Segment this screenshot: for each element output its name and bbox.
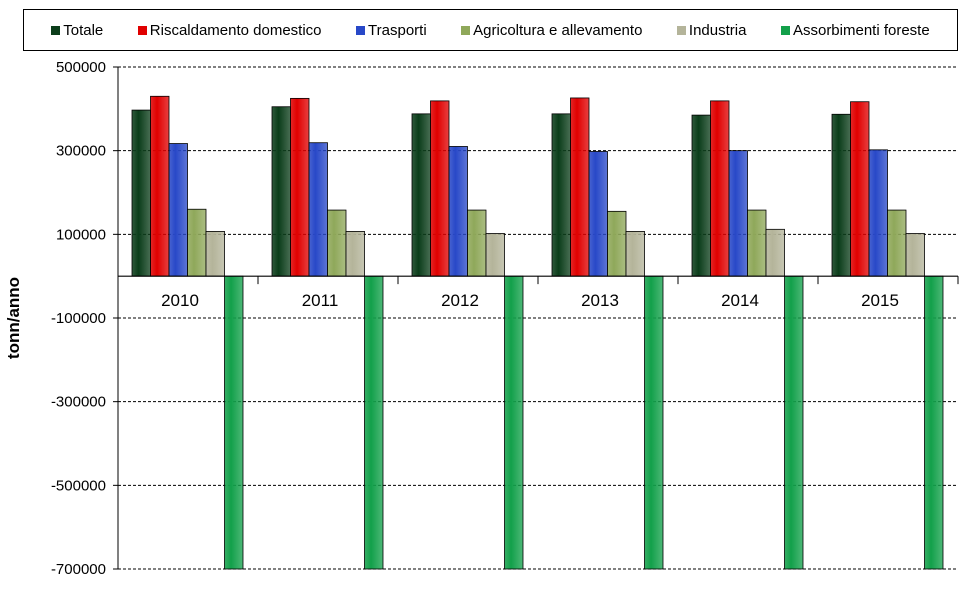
bar [850, 101, 870, 277]
bar [168, 143, 188, 277]
legend-label: Assorbimenti foreste [792, 21, 930, 39]
bar [327, 209, 347, 277]
legend-label: Totale [63, 21, 104, 39]
bar [570, 97, 590, 277]
bar [644, 275, 664, 570]
bar [784, 275, 804, 570]
y-tick-label: -300000 [51, 394, 106, 411]
bar [187, 208, 207, 277]
x-tick-label: 2013 [581, 291, 619, 310]
legend-label: Industria [688, 21, 747, 39]
x-tick-label: 2012 [441, 291, 479, 310]
y-tick-label: 300000 [56, 143, 106, 160]
bar [224, 275, 244, 570]
legend-swatch [676, 25, 686, 35]
bar [691, 114, 711, 277]
bar [504, 275, 524, 570]
y-tick-label: 100000 [56, 226, 106, 243]
legend-swatch [51, 25, 61, 35]
bar [485, 233, 505, 277]
bar [765, 228, 785, 277]
legend-item-riscaldamento: Riscaldamento domestico [137, 21, 322, 39]
bar [290, 97, 310, 277]
bar [430, 100, 450, 277]
legend-swatch [356, 25, 366, 35]
x-tick-label: 2015 [861, 291, 899, 310]
bar [905, 233, 925, 277]
legend-swatch [137, 25, 147, 35]
bar [364, 275, 384, 570]
x-tick-label: 2014 [721, 291, 759, 310]
x-tick-label: 2010 [161, 291, 199, 310]
bar [271, 106, 291, 277]
legend-item-assorbimenti: Assorbimenti foreste [780, 21, 930, 39]
bar [887, 209, 907, 277]
legend-label: Agricoltura e allevamento [473, 21, 643, 39]
legend-item-totale: Totale [51, 22, 103, 39]
bar [588, 151, 608, 277]
bar [728, 150, 748, 277]
x-tick-label: 2011 [302, 291, 339, 310]
bar [551, 113, 571, 277]
legend-label: Trasporti [368, 21, 427, 39]
legend-item-trasporti: Trasporti [356, 22, 427, 39]
bar [345, 231, 365, 277]
y-tick-label: 500000 [56, 59, 106, 76]
legend-swatch [780, 25, 790, 35]
legend: Totale Riscaldamento domestico Trasporti… [23, 9, 958, 51]
y-tick-label: -100000 [51, 310, 106, 327]
bar [868, 149, 888, 277]
bar [467, 209, 487, 277]
bar [625, 231, 645, 277]
bar [747, 209, 767, 277]
legend-swatch [461, 25, 471, 35]
bar [131, 109, 151, 277]
bar [411, 113, 431, 277]
bar [607, 210, 627, 277]
bar [150, 95, 170, 277]
bar [308, 142, 328, 277]
bar [924, 275, 944, 570]
y-tick-label: -500000 [51, 477, 106, 494]
legend-item-agricoltura: Agricoltura e allevamento [461, 22, 642, 39]
bar [448, 146, 468, 277]
legend-label: Riscaldamento domestico [149, 21, 322, 39]
bar [710, 100, 730, 277]
legend-item-industria: Industria [676, 21, 747, 39]
y-tick-label: -700000 [51, 561, 106, 578]
bar [831, 113, 851, 277]
bar [205, 231, 225, 277]
